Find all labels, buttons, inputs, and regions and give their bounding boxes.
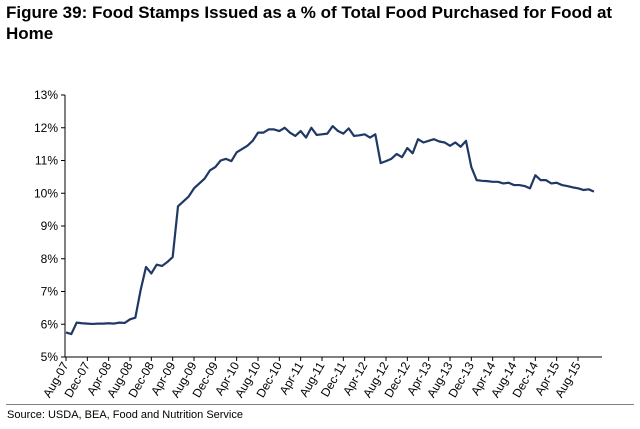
y-tick-label: 11% [35,154,58,168]
series-line [65,125,595,336]
y-axis: 5% 6% 7% 8% 9% 10% 11% 12% 13% [34,88,66,364]
y-tick-label: 13% [34,88,58,102]
y-tick-label: 5% [41,350,59,364]
y-tick-label: 9% [41,219,59,233]
y-tick-label: 12% [34,121,58,135]
source-note: Source: USDA, BEA, Food and Nutrition Se… [7,409,243,421]
chart-title: Figure 39: Food Stamps Issued as a % of … [6,3,613,43]
x-axis: Aug-07Dec-07Apr-08Aug-08Dec-08Apr-09Aug-… [40,356,602,400]
y-tick-label: 7% [41,285,59,299]
y-tick-label: 8% [41,252,59,266]
y-tick-label: 6% [41,317,59,331]
series-group [65,125,595,336]
footer-divider [6,404,634,405]
y-tick-label: 10% [34,186,58,200]
